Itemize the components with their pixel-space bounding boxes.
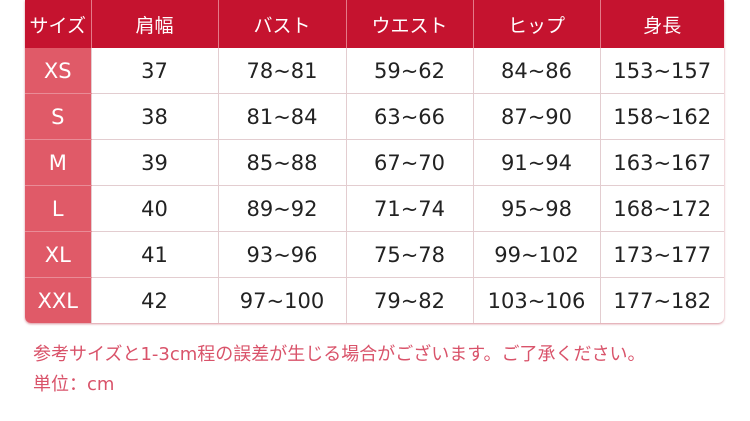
table-row: S 38 81~84 63~66 87~90 158~162 — [25, 93, 724, 140]
table-cell: 81~84 — [218, 93, 347, 140]
size-label: S — [25, 93, 92, 140]
table-cell: 168~172 — [600, 185, 724, 232]
table-cell: 71~74 — [346, 185, 474, 232]
table-cell: 97~100 — [218, 277, 347, 323]
column-header: バスト — [218, 0, 347, 48]
table-cell: 59~62 — [346, 48, 474, 94]
table-cell: 75~78 — [346, 231, 474, 278]
header-row: サイズ 肩幅 バスト ウエスト ヒップ 身長 — [25, 0, 724, 48]
table-cell: 40 — [91, 185, 219, 232]
table-cell: 158~162 — [600, 93, 724, 140]
unit-text: 単位：cm — [33, 374, 115, 395]
table-cell: 95~98 — [473, 185, 601, 232]
table-cell: 91~94 — [473, 139, 601, 186]
size-label: L — [25, 185, 92, 232]
table-cell: 37 — [91, 48, 219, 94]
table-cell: 42 — [91, 277, 219, 323]
disclaimer-text: 参考サイズと1-3cm程の誤差が生じる場合がございます。ご了承ください。 — [33, 344, 646, 365]
column-header: ヒップ — [473, 0, 601, 48]
column-header: ウエスト — [346, 0, 474, 48]
table-row: L 40 89~92 71~74 95~98 168~172 — [25, 185, 724, 232]
table-cell: 63~66 — [346, 93, 474, 140]
table-cell: 99~102 — [473, 231, 601, 278]
table-cell: 41 — [91, 231, 219, 278]
size-label: XL — [25, 231, 92, 278]
table-cell: 163~167 — [600, 139, 724, 186]
table-cell: 78~81 — [218, 48, 347, 94]
column-header: 肩幅 — [91, 0, 219, 48]
table-cell: 38 — [91, 93, 219, 140]
notes: 参考サイズと1-3cm程の誤差が生じる場合がございます。ご了承ください。 単位：… — [33, 340, 646, 400]
size-label: XS — [25, 48, 92, 94]
table-cell: 39 — [91, 139, 219, 186]
size-label: XXL — [25, 277, 92, 323]
size-chart-table: サイズ 肩幅 バスト ウエスト ヒップ 身長 XS 37 78~81 59~62 84~86 153… — [25, 0, 724, 323]
table-cell: 67~70 — [346, 139, 474, 186]
table-row: XXL 42 97~100 79~82 103~106 177~182 — [25, 277, 724, 323]
table-cell: 84~86 — [473, 48, 601, 94]
table-row: XS 37 78~81 59~62 84~86 153~157 — [25, 48, 724, 94]
table-cell: 89~92 — [218, 185, 347, 232]
table-cell: 93~96 — [218, 231, 347, 278]
column-header: サイズ — [25, 0, 92, 48]
table-cell: 79~82 — [346, 277, 474, 323]
table-cell: 87~90 — [473, 93, 601, 140]
size-label: M — [25, 139, 92, 186]
table-row: XL 41 93~96 75~78 99~102 173~177 — [25, 231, 724, 278]
table-cell: 103~106 — [473, 277, 601, 323]
table-cell: 173~177 — [600, 231, 724, 278]
table-row: M 39 85~88 67~70 91~94 163~167 — [25, 139, 724, 186]
column-header: 身長 — [600, 0, 724, 48]
table-cell: 85~88 — [218, 139, 347, 186]
table-cell: 153~157 — [600, 48, 724, 94]
table-cell: 177~182 — [613, 288, 712, 313]
